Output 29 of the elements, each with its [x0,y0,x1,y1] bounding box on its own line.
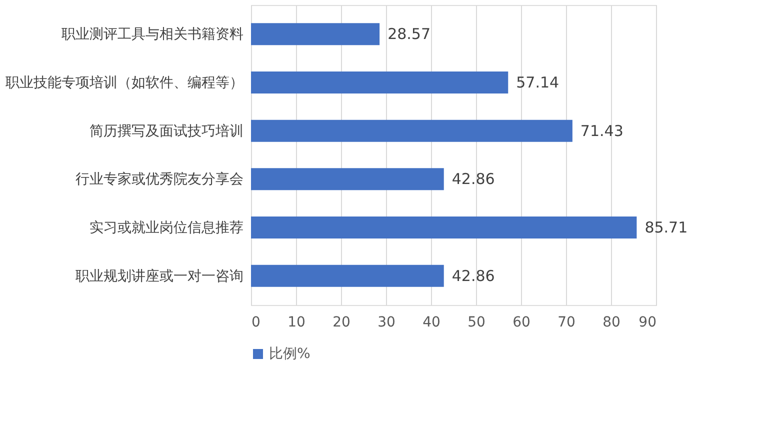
bar [251,72,508,94]
data-label: 57.14 [516,74,560,92]
x-tick-label: 0 [252,314,260,330]
x-tick-label: 50 [468,314,486,330]
x-tick-label: 70 [558,314,576,330]
x-tick-label: 40 [422,314,440,330]
bar [251,23,380,46]
x-tick-label: 90 [638,314,656,330]
y-tick-label: 行业专家或优秀院友分享会 [76,172,244,188]
bar [251,216,637,238]
y-tick-label: 职业规划讲座或一对一咨询 [76,268,244,284]
x-tick-label: 20 [332,314,350,330]
y-tick-label: 职业测评工具与相关书籍资料 [62,26,244,43]
x-tick-label: 60 [512,314,530,330]
data-label: 42.86 [452,170,495,188]
data-label: 71.43 [580,122,624,140]
data-label: 85.71 [644,218,688,236]
y-tick-label: 简历撰写及面试技巧培训 [90,123,244,140]
x-tick-label: 30 [378,314,396,330]
data-label: 42.86 [452,266,495,285]
y-tick-label: 实习或就业岗位信息推荐 [90,220,244,236]
legend-label: 比例% [269,346,310,362]
bar [251,120,572,142]
data-label: 28.57 [388,25,431,44]
x-tick-label: 80 [602,314,620,330]
bar [251,168,444,190]
y-tick-label: 职业技能专项培训（如软件、编程等） [6,75,244,91]
x-tick-label: 10 [288,314,306,330]
bar [251,264,444,287]
